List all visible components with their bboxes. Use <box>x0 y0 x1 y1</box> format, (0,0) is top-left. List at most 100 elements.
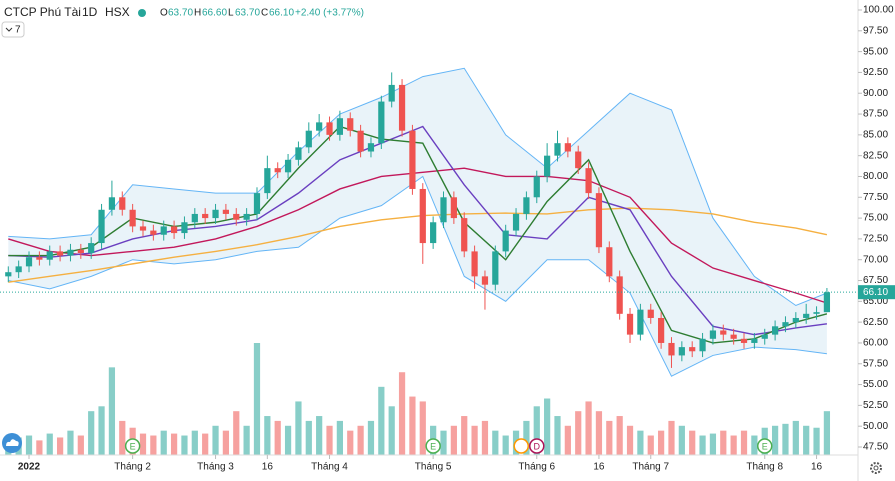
volume-bar <box>533 406 540 455</box>
volume-bar <box>751 435 758 455</box>
x-tick-label: Tháng 3 <box>197 462 234 473</box>
volume-bar <box>626 425 634 455</box>
volume-bar <box>243 425 250 455</box>
candle-body <box>15 266 22 273</box>
candle-body <box>398 84 406 131</box>
candle-body <box>606 247 613 277</box>
candle-body <box>160 226 167 235</box>
volume-bar <box>585 401 592 455</box>
volume-bar <box>419 401 426 455</box>
volume-bar <box>25 435 33 455</box>
volume-bar <box>398 372 406 455</box>
volume-bar <box>336 420 343 455</box>
candle-body <box>139 226 147 231</box>
candle-body <box>202 213 209 219</box>
volume-bar <box>813 427 820 455</box>
y-tick-label: 87.50 <box>863 109 888 120</box>
event-label: E <box>762 441 768 451</box>
volume-bar <box>139 433 147 455</box>
c-key: C <box>261 8 268 19</box>
volume-bar <box>347 430 354 455</box>
candle-body <box>46 251 53 260</box>
chevron <box>5 27 13 32</box>
candle-body <box>336 118 343 135</box>
settings[interactable] <box>870 462 882 474</box>
logo[interactable] <box>2 433 22 453</box>
volume-bar <box>678 425 685 455</box>
candle-body <box>388 84 395 102</box>
candle-body <box>699 338 706 352</box>
candle-body <box>77 249 84 254</box>
candle-body <box>284 159 292 173</box>
volume-bar <box>575 411 582 455</box>
volume-bar <box>367 420 375 455</box>
y-tick-label: 55.00 <box>863 379 888 390</box>
c-value: 66.10 <box>269 8 294 19</box>
candle-body <box>668 342 675 356</box>
candle-body <box>108 197 116 210</box>
volume-bar <box>46 433 53 455</box>
y-tick-label: 47.50 <box>863 442 888 453</box>
interval: 1D <box>82 5 98 19</box>
volume-bar <box>98 406 105 455</box>
y-tick-label: 97.50 <box>863 25 888 36</box>
y-tick-label: 77.50 <box>863 192 888 203</box>
event-marker <box>513 438 529 454</box>
band-upper <box>8 67 828 307</box>
candle-body <box>347 118 354 131</box>
candle-body <box>222 209 230 214</box>
o-value: 63.70 <box>168 8 193 19</box>
y-tick-label: 67.50 <box>863 275 888 286</box>
volume-bar <box>720 430 727 455</box>
candle-body <box>585 168 592 194</box>
candle-body <box>170 226 178 234</box>
o-key: O <box>160 8 168 19</box>
y-tick-label: 82.50 <box>863 150 888 161</box>
candle-body <box>461 218 468 252</box>
volume-bar <box>709 433 717 455</box>
event-marker: E <box>425 438 441 454</box>
indicator-toggle[interactable]: 7 <box>1 21 25 38</box>
logo-cloud <box>6 439 19 446</box>
candle-body <box>637 309 644 335</box>
volume-bar <box>740 430 748 455</box>
candle-body <box>492 251 499 285</box>
x-tick-label: 2022 <box>18 462 41 473</box>
change: +2.40 (+3.77%) <box>295 8 364 19</box>
event-marker: E <box>756 438 773 454</box>
candle-body <box>481 276 489 285</box>
candle-body <box>575 151 582 169</box>
event-circle <box>124 438 141 454</box>
gear[interactable] <box>870 462 882 474</box>
y-tick-label: 50.00 <box>863 421 888 432</box>
y-tick-label: 62.50 <box>863 317 888 328</box>
volume-bar <box>616 416 623 455</box>
candle-body <box>430 222 437 244</box>
candle-body <box>5 272 12 277</box>
event-circle <box>529 438 545 454</box>
volume-bar <box>606 420 613 455</box>
candle-body <box>813 312 820 314</box>
volume-bar <box>668 420 675 455</box>
volume-bar <box>523 420 530 455</box>
x-tick-label: Tháng 5 <box>415 462 452 473</box>
volume-bar <box>191 430 198 455</box>
volume-bar <box>689 430 696 455</box>
volume-bar <box>108 367 116 455</box>
volume-bar <box>274 420 281 455</box>
candle-body <box>709 330 717 339</box>
toggle-box[interactable] <box>1 21 25 38</box>
event-circle <box>756 438 773 454</box>
x-tick-label: Tháng 2 <box>114 462 151 473</box>
volume-bar <box>77 435 84 455</box>
event-label: D <box>534 441 541 451</box>
volume-bar <box>440 430 447 455</box>
event-label: E <box>130 441 136 451</box>
volume-bar <box>471 425 478 455</box>
volume-bar <box>264 416 271 455</box>
volume-bar <box>212 425 219 455</box>
candle-body <box>253 193 261 214</box>
event-label: E <box>430 441 436 451</box>
